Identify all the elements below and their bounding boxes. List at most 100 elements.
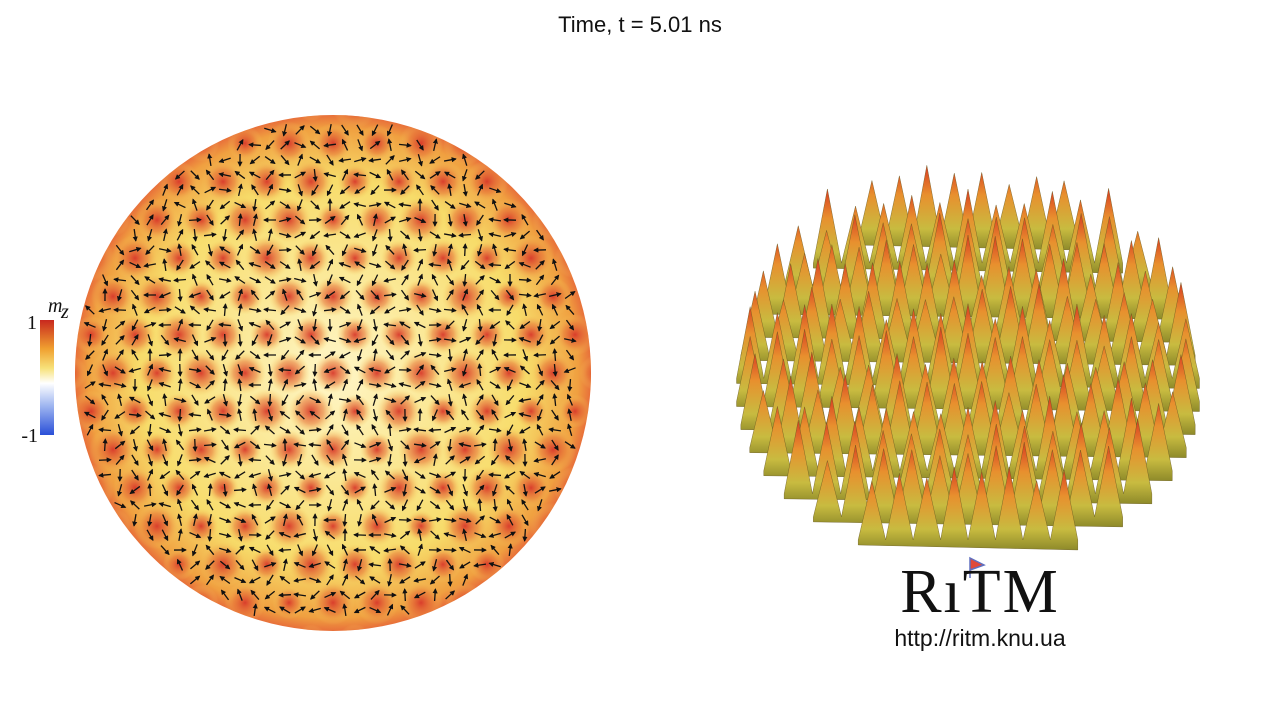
spot [380, 315, 418, 354]
arrow [309, 156, 321, 164]
arrow [398, 562, 412, 568]
arrow [218, 322, 232, 328]
arrow [252, 198, 258, 212]
spot [507, 234, 555, 282]
spot [399, 351, 443, 395]
arrow [431, 273, 439, 286]
spot [75, 234, 115, 282]
3d-surface [736, 165, 1200, 551]
arrow [370, 290, 380, 301]
arrow [251, 559, 259, 572]
arrow [567, 378, 573, 392]
arrow [447, 573, 453, 587]
spot [245, 160, 289, 203]
arrow [504, 411, 517, 419]
arrow [462, 484, 468, 497]
arrow [447, 393, 453, 407]
arrow [294, 365, 306, 375]
arrow [267, 228, 273, 242]
arrow [386, 124, 393, 137]
arrow [447, 438, 453, 452]
arrow [326, 544, 334, 557]
arrow [474, 260, 486, 270]
spot [133, 503, 181, 550]
arrow [536, 409, 543, 422]
arrow [356, 378, 364, 391]
arrow [131, 303, 138, 316]
arrow [147, 229, 153, 242]
arrow [158, 277, 172, 283]
arrow [207, 528, 213, 542]
arrow [428, 337, 442, 343]
arrow [353, 606, 366, 614]
arrow [297, 454, 303, 467]
arrow [385, 500, 396, 510]
arrow [249, 246, 261, 254]
spot [356, 352, 398, 394]
arrow [476, 379, 484, 391]
arrow [278, 247, 292, 253]
arrow [325, 244, 335, 255]
arrow [475, 275, 485, 285]
arrow [252, 228, 258, 241]
arrow [146, 439, 154, 452]
spot [227, 432, 263, 467]
arrow [372, 393, 378, 406]
arrow [522, 483, 528, 497]
arrow [401, 274, 409, 286]
arrow [428, 427, 442, 433]
arrow [146, 199, 154, 211]
arrow [101, 394, 109, 406]
arrow [87, 333, 93, 347]
arrow [236, 138, 244, 151]
arrow [267, 409, 273, 422]
arrow [190, 185, 200, 195]
arrow [218, 412, 232, 418]
spot [465, 465, 509, 510]
arrow [444, 367, 457, 373]
arrow [490, 544, 500, 555]
arrow [222, 394, 228, 407]
arrow [309, 140, 321, 150]
spot [489, 353, 529, 393]
arrow [252, 483, 258, 496]
arrow [370, 589, 380, 600]
arrow [536, 423, 544, 436]
arrow [552, 258, 558, 271]
arrow [147, 394, 154, 407]
arrow [475, 409, 485, 421]
arrow [204, 336, 217, 343]
arrow [354, 157, 367, 163]
arrow [233, 441, 246, 449]
arrow [237, 393, 243, 407]
arrow [488, 427, 502, 433]
arrow [521, 244, 529, 257]
arrow [339, 337, 352, 343]
arrow [248, 262, 261, 268]
arrow [522, 528, 528, 542]
arrow [533, 472, 546, 478]
arrow [506, 513, 514, 526]
spot [421, 159, 465, 204]
arrow [265, 455, 275, 465]
arrow [518, 261, 531, 268]
arrow [356, 213, 364, 226]
arrow [417, 543, 423, 556]
spot [244, 235, 290, 281]
arrow [431, 199, 439, 211]
arrow [550, 274, 560, 286]
arrow [248, 142, 262, 148]
arrow [115, 259, 125, 271]
arrow [475, 469, 485, 481]
arrow [295, 425, 305, 435]
spot [204, 239, 242, 277]
arrow [432, 453, 438, 467]
arrow [552, 393, 558, 407]
arrow [342, 558, 348, 571]
arrow [176, 228, 184, 241]
arrow [143, 262, 157, 268]
arrow [338, 157, 352, 163]
arrow [324, 530, 336, 540]
arrow [413, 517, 427, 523]
arrow [264, 516, 276, 524]
